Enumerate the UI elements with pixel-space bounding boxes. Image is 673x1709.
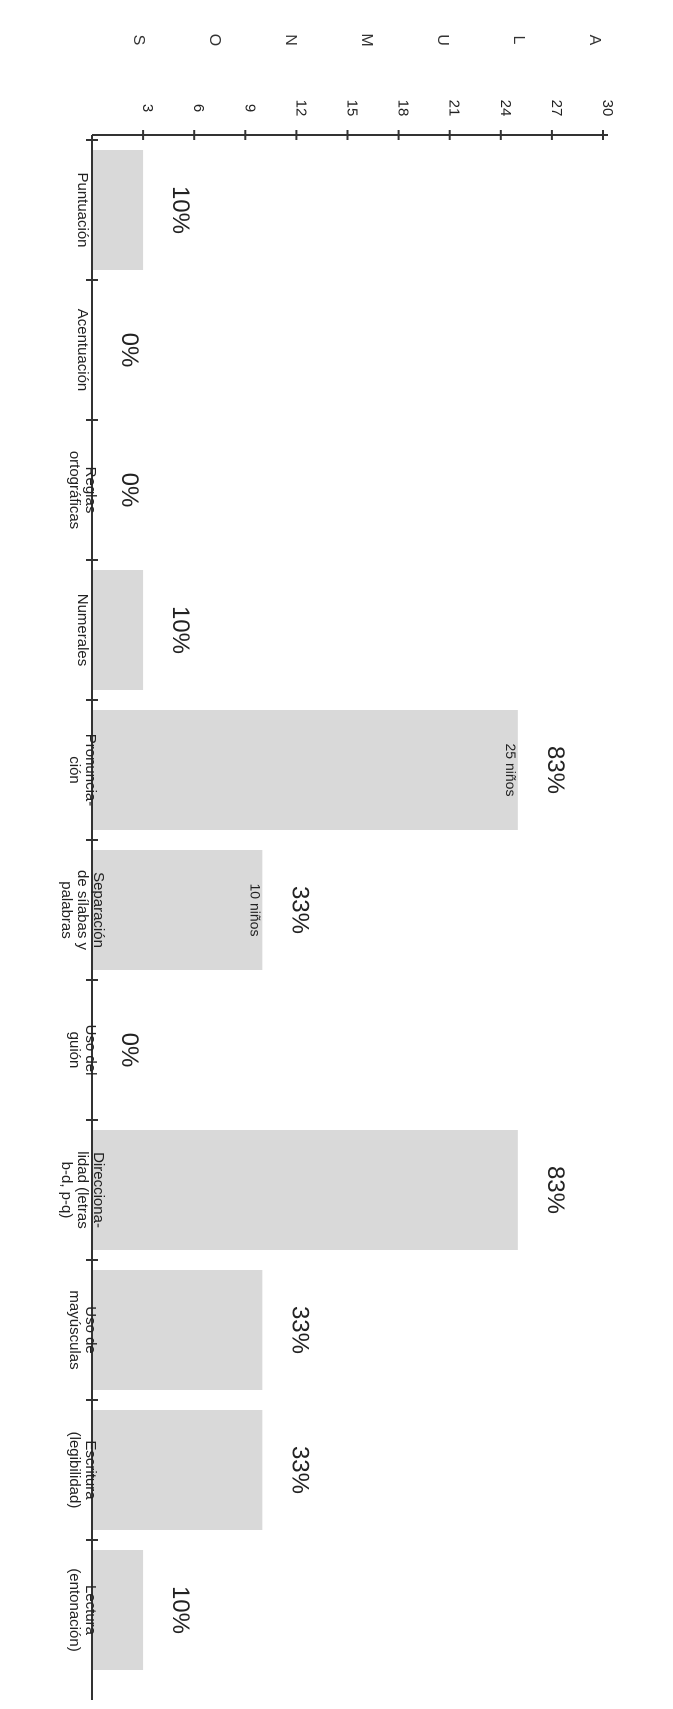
y-axis-title-letter: S <box>130 35 147 46</box>
category-label-line: Pronuncia- <box>82 734 99 807</box>
bar <box>92 850 263 970</box>
category-label: Pronuncia-ción <box>66 734 99 807</box>
category-label-line: guión <box>66 1032 83 1069</box>
y-axis-title-letter: O <box>206 34 223 46</box>
value-tick-label: 3 <box>139 104 156 112</box>
percent-label: 10% <box>167 606 194 654</box>
category-label-line: Lectura <box>82 1585 99 1636</box>
category-label-line: de sílabas y <box>74 870 91 951</box>
category-label-line: mayúsculas <box>66 1290 83 1369</box>
percent-label: 33% <box>286 1446 313 1494</box>
bar <box>92 1270 263 1390</box>
category-label-line: Acentuación <box>74 309 91 392</box>
category-label-line: Separación <box>90 872 107 948</box>
y-axis-title-letter: U <box>434 34 451 46</box>
category-label-line: Numerales <box>74 594 91 667</box>
category-label-line: (entonación) <box>66 1568 83 1651</box>
bar <box>92 1550 144 1670</box>
count-label: 25 niños <box>503 744 519 797</box>
value-tick-label: 12 <box>292 100 309 117</box>
category-label-line: Uso de <box>82 1306 99 1354</box>
category-label-line: ortográficas <box>66 451 83 529</box>
percent-label: 0% <box>116 1033 143 1068</box>
value-tick-label: 24 <box>497 100 514 117</box>
y-axis-title-letter: A <box>586 35 603 46</box>
category-label: Escritura(legibilidad) <box>66 1432 99 1509</box>
value-tick-label: 21 <box>446 100 463 117</box>
bar <box>92 1130 518 1250</box>
category-label-line: Reglas <box>82 467 99 514</box>
category-label-line: (legibilidad) <box>66 1432 83 1509</box>
percent-label: 0% <box>116 473 143 508</box>
y-axis-title-letter: M <box>358 33 375 46</box>
y-axis-title-letter: L <box>510 36 527 45</box>
category-label-line: b-d, p-q) <box>58 1162 75 1219</box>
count-label: 10 niños <box>247 884 263 937</box>
category-label-line: palabras <box>58 881 75 939</box>
value-tick-label: 15 <box>344 100 361 117</box>
category-label-line: Uso del <box>82 1025 99 1076</box>
percent-label: 10% <box>167 186 194 234</box>
percent-label: 0% <box>116 333 143 368</box>
y-axis-title-letter: N <box>282 34 299 46</box>
value-tick-label: 27 <box>548 100 565 117</box>
percent-label: 33% <box>286 886 313 934</box>
category-label: Lectura(entonación) <box>66 1568 99 1651</box>
category-label-line: Direcciona- <box>90 1152 107 1228</box>
value-tick-label: 18 <box>395 100 412 117</box>
category-label-line: Escritura <box>82 1440 99 1500</box>
category-label-line: Puntuación <box>74 172 91 247</box>
category-label-line: ción <box>66 756 83 784</box>
bar <box>92 710 518 830</box>
percent-label: 10% <box>167 1586 194 1634</box>
category-label: Numerales <box>74 594 91 667</box>
category-label: Acentuación <box>74 309 91 392</box>
category-label: Puntuación <box>74 172 91 247</box>
percent-label: 83% <box>542 746 569 794</box>
bar <box>92 150 144 270</box>
value-tick-label: 9 <box>241 104 258 112</box>
bar <box>92 1410 263 1530</box>
percent-label: 33% <box>286 1306 313 1354</box>
percent-label: 83% <box>542 1166 569 1214</box>
value-tick-label: 6 <box>190 104 207 112</box>
category-label-line: lidad (letras <box>74 1151 91 1229</box>
value-tick-label: 30 <box>599 100 616 117</box>
plot-area: 3 6 9 12 15 18 21 24 27 30 Puntuación Acentuación Re… <box>58 100 616 1700</box>
bar <box>92 570 144 690</box>
